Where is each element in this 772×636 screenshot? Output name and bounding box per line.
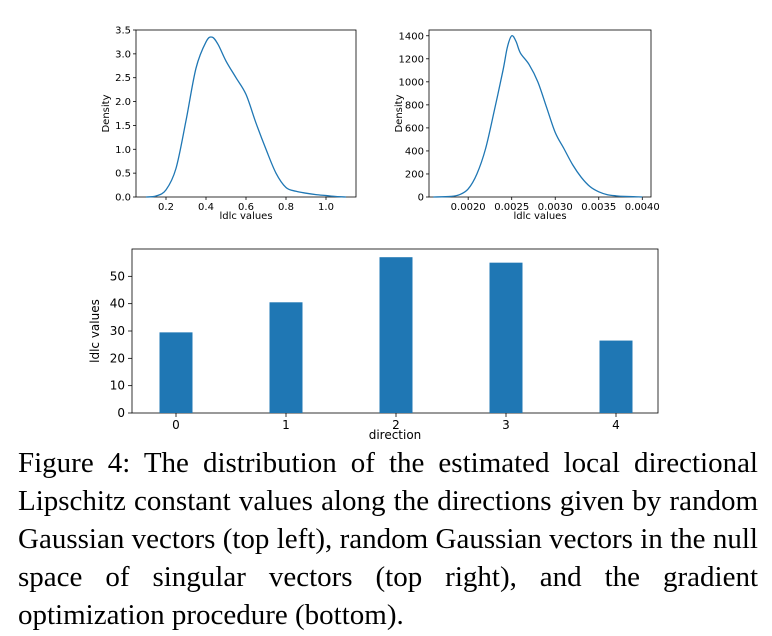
bar [379,257,413,413]
x-tick-label: 0.0020 [451,202,486,213]
y-tick-label: 0.5 [115,169,131,180]
y-tick-label: 400 [405,146,424,157]
y-axis-label: Density [394,94,405,132]
y-tick-label: 800 [405,100,424,111]
x-tick-label: 3 [502,418,510,432]
y-tick-label: 20 [110,351,125,365]
y-tick-label: 50 [110,269,125,283]
plot-frame [428,29,652,198]
y-tick-label: 0.0 [115,193,131,204]
bar [159,332,193,413]
density-plot-right: 0 200 400 600 800 1000 1200 1400 0.0020 0.0025 0.0… [394,29,660,222]
x-tick-label: 1.0 [318,202,334,213]
y-tick-label: 30 [110,324,125,338]
x-tick-label: 4 [612,418,620,432]
x-axis-label: ldlc values [219,211,272,222]
x-tick-label: 0.4 [198,202,214,213]
x-tick-label: 0.8 [278,202,294,213]
x-tick-label: 0.0030 [538,202,573,213]
density-plot-left: 0.0 0.5 1.0 1.5 2.0 2.5 3.0 3.5 0.2 0.4 0.6 0.8 1.0 l… [101,26,357,222]
figure-caption: Figure 4: The distribution of the estima… [18,447,758,631]
bar [599,340,633,413]
bar-chart-bottom: 0 10 20 30 40 50 0 1 2 3 4 direction ldlc values [88,248,659,440]
x-tick-label: 0.0025 [494,202,529,213]
y-tick-label: 1.5 [115,121,131,132]
x-tick-label: 1 [282,418,290,432]
y-tick-label: 1.0 [115,145,131,156]
x-axis-label: ldlc values [513,211,566,222]
y-tick-label: 40 [110,297,125,311]
y-tick-label: 200 [405,169,424,180]
y-axis-label: ldlc values [88,299,102,363]
y-tick-label: 3.0 [115,49,131,60]
y-tick-label: 600 [405,123,424,134]
y-tick-label: 1400 [399,31,424,42]
plot-frame [135,29,357,198]
x-tick-label: 2 [392,418,400,432]
bar [269,302,303,413]
y-tick-label: 1200 [399,54,424,65]
x-tick-label: 0 [172,418,180,432]
y-tick-label: 2.5 [115,73,131,84]
bar [489,262,523,413]
density-line [145,36,347,198]
x-tick-label: 0.6 [238,202,254,213]
y-tick-label: 3.5 [115,26,131,37]
y-tick-label: 10 [110,379,125,393]
x-axis-label: direction [369,428,422,440]
y-tick-label: 2.0 [115,97,131,108]
y-tick-label: 0 [418,193,424,204]
x-tick-label: 0.0035 [581,202,616,213]
density-line [433,34,643,198]
figure: 0.0 0.5 1.0 1.5 2.0 2.5 3.0 3.5 0.2 0.4 0.6 0.8 1.0 l… [88,26,660,441]
y-axis-label: Density [101,94,112,132]
y-tick-label: 1000 [399,77,424,88]
x-tick-label: 0.2 [158,202,174,213]
y-tick-label: 0 [117,406,125,420]
x-tick-label: 0.0040 [625,202,660,213]
